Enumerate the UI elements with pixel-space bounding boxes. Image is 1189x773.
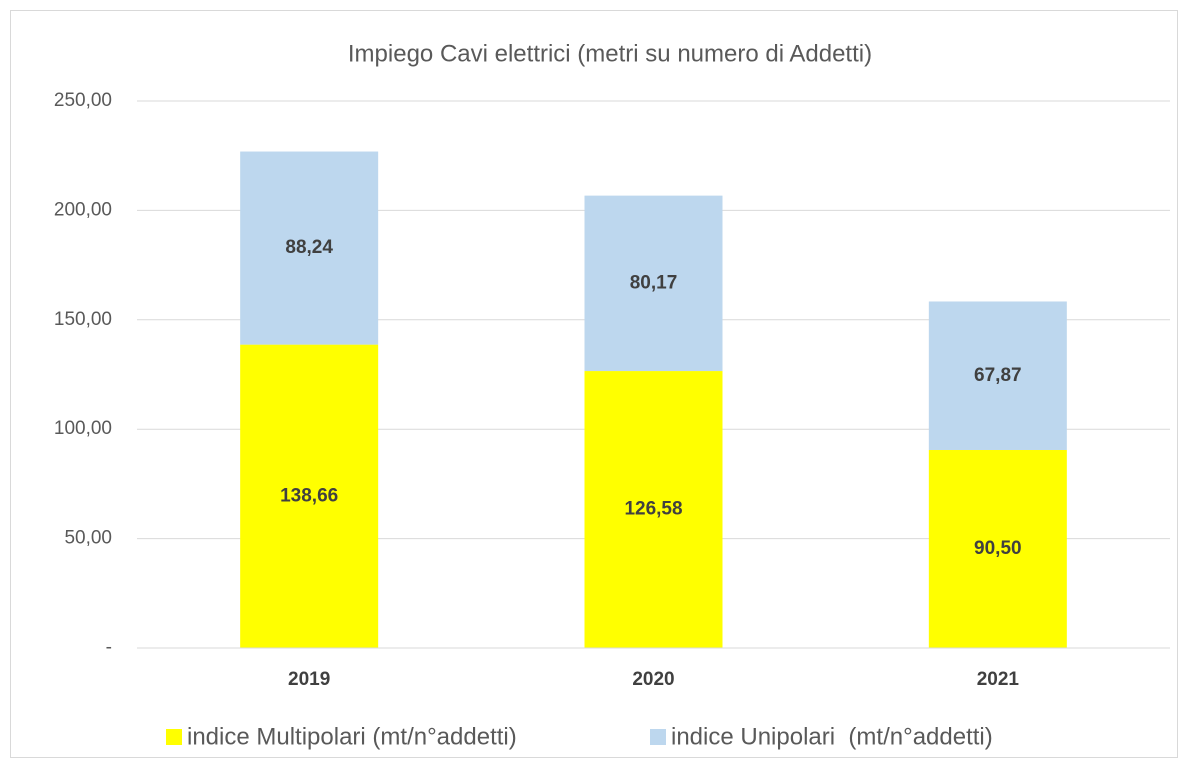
x-tick-label: 2020 xyxy=(632,669,674,690)
bar-segment xyxy=(240,344,379,648)
bar-segment xyxy=(240,151,379,345)
chart-title: Impiego Cavi elettrici (metri su numero … xyxy=(348,40,872,67)
x-tick-label: 2021 xyxy=(977,669,1020,690)
y-tick-label: - xyxy=(106,637,112,658)
y-tick-label: 100,00 xyxy=(54,418,112,439)
legend-swatch xyxy=(166,729,182,745)
data-label: 88,24 xyxy=(285,237,333,258)
data-label: 90,50 xyxy=(974,538,1022,559)
y-tick-label: 150,00 xyxy=(54,309,112,330)
data-label: 138,66 xyxy=(280,485,338,506)
legend-swatch xyxy=(650,729,666,745)
bar-segment xyxy=(928,449,1067,648)
y-tick-label: 50,00 xyxy=(64,528,112,549)
y-tick-label: 250,00 xyxy=(54,90,112,111)
x-tick-label: 2019 xyxy=(288,669,330,690)
bar-segment xyxy=(584,195,723,372)
y-tick-label: 200,00 xyxy=(54,199,112,220)
legend-label: indice Multipolari (mt/n°addetti) xyxy=(187,723,517,750)
data-label: 80,17 xyxy=(630,272,678,293)
bar-segment xyxy=(928,301,1067,450)
legend-label: indice Unipolari (mt/n°addetti) xyxy=(671,723,993,750)
bar-segment xyxy=(584,371,723,648)
data-label: 126,58 xyxy=(624,499,682,520)
data-label: 67,87 xyxy=(974,365,1022,386)
